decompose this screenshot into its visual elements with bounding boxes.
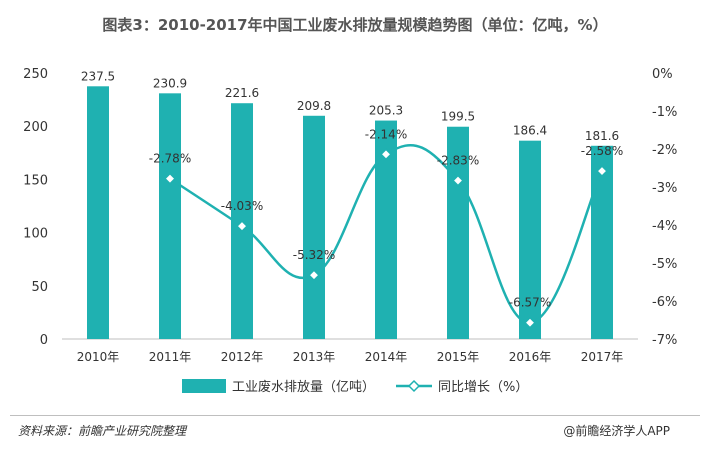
growth-value-label: -2.58% bbox=[581, 144, 623, 158]
source-note: 资料来源：前瞻产业研究院整理 bbox=[18, 424, 187, 438]
bar bbox=[447, 126, 469, 340]
bar bbox=[87, 86, 109, 339]
growth-value-label: -4.03% bbox=[221, 199, 263, 213]
growth-value-label: -6.57% bbox=[509, 296, 551, 310]
growth-point bbox=[595, 164, 609, 178]
growth-point bbox=[379, 148, 393, 161]
y-right-tick-label: 0% bbox=[652, 67, 673, 82]
growth-point bbox=[163, 172, 177, 185]
x-tick-label: 2012年 bbox=[221, 350, 264, 364]
bar bbox=[591, 145, 613, 339]
legend-bar-swatch bbox=[182, 379, 226, 393]
y-right-tick-label: -1% bbox=[652, 105, 677, 120]
brand-credit: @前瞻经济学人APP bbox=[563, 424, 670, 438]
chart-title: 图表3：2010-2017年中国工业废水排放量规模趋势图（单位：亿吨，%） bbox=[102, 16, 608, 34]
y-right-tick-label: -5% bbox=[652, 257, 677, 272]
x-tick-label: 2010年 bbox=[77, 350, 120, 364]
y-right-tick-label: -2% bbox=[652, 143, 677, 158]
bar-value-label: 230.9 bbox=[153, 76, 187, 90]
growth-value-label: -2.78% bbox=[149, 152, 191, 166]
x-tick-label: 2011年 bbox=[149, 350, 192, 364]
y-left-tick-label: 200 bbox=[23, 120, 48, 135]
legend-bar-label: 工业废水排放量（亿吨） bbox=[232, 379, 375, 395]
growth-point bbox=[235, 220, 249, 233]
y-left-tick-label: 150 bbox=[23, 173, 48, 188]
growth-point bbox=[307, 269, 321, 282]
footer-divider bbox=[10, 415, 700, 416]
x-tick-label: 2016年 bbox=[509, 350, 552, 364]
bar bbox=[303, 115, 325, 339]
bar-value-label: 209.8 bbox=[297, 99, 331, 113]
growth-point bbox=[451, 174, 465, 187]
bar-value-label: 199.5 bbox=[441, 110, 475, 124]
x-tick-label: 2015年 bbox=[437, 350, 480, 364]
growth-value-label: -2.83% bbox=[437, 154, 479, 168]
y-right-tick-label: -4% bbox=[652, 219, 677, 234]
bar-value-label: 237.5 bbox=[81, 69, 115, 83]
growth-value-label: -2.14% bbox=[365, 127, 407, 141]
y-right-tick-label: -6% bbox=[652, 295, 677, 310]
growth-line bbox=[169, 144, 604, 324]
bar-value-label: 205.3 bbox=[369, 104, 403, 118]
bar-value-label: 181.6 bbox=[585, 129, 619, 143]
growth-point bbox=[523, 316, 537, 329]
x-tick-label: 2013年 bbox=[293, 350, 336, 364]
bar bbox=[375, 120, 397, 340]
legend-line-marker bbox=[407, 379, 421, 393]
x-tick-label: 2014年 bbox=[365, 350, 408, 364]
bar-value-label: 221.6 bbox=[225, 86, 259, 100]
y-left-tick-label: 100 bbox=[23, 227, 48, 242]
bar-value-label: 186.4 bbox=[513, 124, 547, 138]
legend-line-label: 同比增长（%） bbox=[438, 380, 528, 395]
y-right-tick-label: -3% bbox=[652, 181, 677, 196]
y-left-tick-label: 0 bbox=[40, 333, 48, 348]
bar bbox=[159, 93, 181, 339]
y-right-tick-label: -7% bbox=[652, 333, 677, 348]
bar bbox=[519, 140, 541, 339]
x-tick-label: 2017年 bbox=[581, 350, 624, 364]
y-left-tick-label: 50 bbox=[31, 280, 48, 295]
y-left-tick-label: 250 bbox=[23, 67, 48, 82]
growth-value-label: -5.32% bbox=[293, 248, 335, 262]
